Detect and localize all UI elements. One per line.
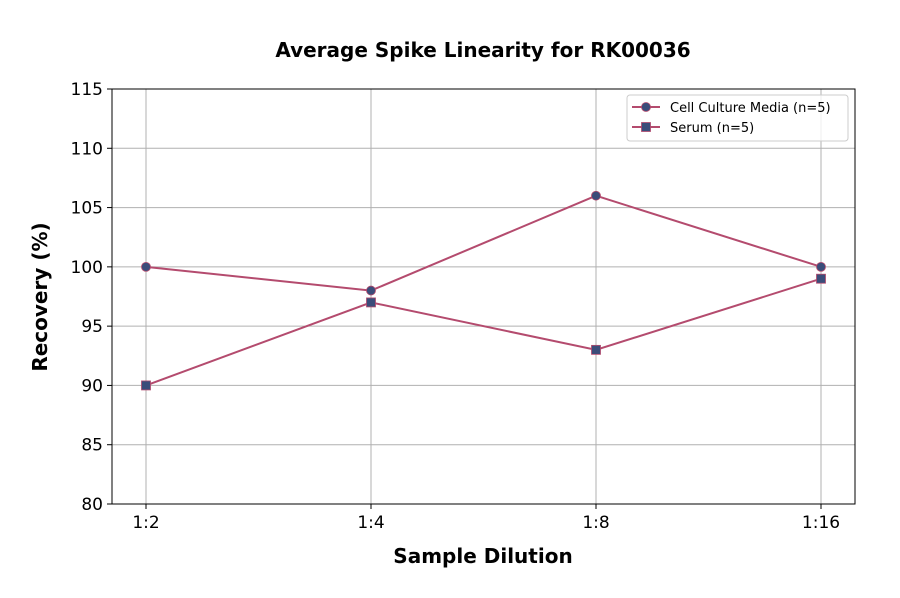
chart-title: Average Spike Linearity for RK00036 [275, 38, 690, 62]
y-tick-label: 90 [81, 376, 103, 396]
y-tick-label: 80 [81, 495, 103, 515]
data-point [816, 273, 826, 284]
y-tick-label: 105 [71, 199, 103, 219]
x-tick-label: 1:4 [357, 513, 384, 533]
y-tick-label: 100 [71, 258, 103, 278]
x-tick-label: 1:8 [582, 513, 609, 533]
x-axis-label: Sample Dilution [393, 544, 572, 568]
legend-label: Cell Culture Media (n=5) [670, 101, 831, 116]
legend-marker [641, 122, 651, 132]
data-point [366, 285, 376, 296]
data-point [591, 344, 601, 355]
y-tick-label: 110 [71, 139, 103, 159]
y-tick-label: 115 [71, 80, 103, 100]
x-tick-label: 1:2 [132, 513, 159, 533]
legend: Cell Culture Media (n=5) Serum (n=5) [626, 94, 849, 142]
legend-marker [641, 102, 651, 112]
plot-frame [111, 88, 856, 505]
data-point [141, 261, 151, 272]
y-tick-label: 85 [81, 436, 103, 456]
y-tick-label: 95 [81, 317, 103, 337]
data-point [591, 190, 601, 201]
x-tick-label: 1:16 [802, 513, 840, 533]
series-line [145, 194, 822, 292]
legend-box [626, 94, 849, 142]
data-point [816, 261, 826, 272]
data-point [141, 380, 151, 391]
series-line [145, 277, 822, 387]
y-axis-label: Recovery (%) [28, 222, 52, 371]
data-point [366, 297, 376, 308]
legend-label: Serum (n=5) [670, 121, 754, 136]
